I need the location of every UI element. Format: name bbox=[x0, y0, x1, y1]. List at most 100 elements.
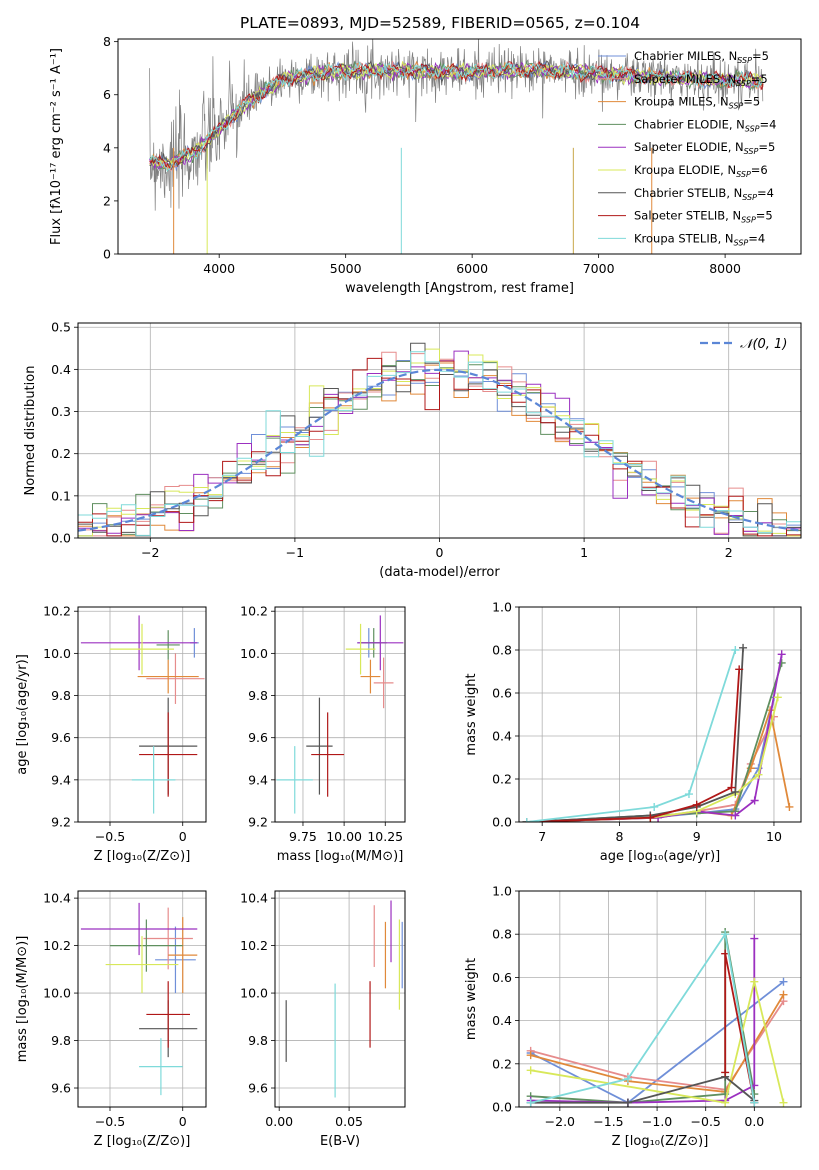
histogram-kroupa_elodie bbox=[78, 348, 801, 537]
x-tick-label: 1 bbox=[580, 545, 588, 560]
y-axis-label: mass [log₁₀(M/M⊙)] bbox=[15, 936, 30, 1063]
plot-area-age_vs_mass bbox=[276, 615, 404, 814]
weight-marker-kroupa_stelib bbox=[731, 646, 740, 654]
legend-label-kroupa_miles: Kroupa MILES, NSSP=5 bbox=[634, 95, 760, 111]
histogram-kroupa_stelib bbox=[78, 351, 801, 536]
y-tick-label: 9.6 bbox=[248, 1081, 268, 1096]
weight-line-chabrier_stelib bbox=[530, 1075, 755, 1104]
y-tick-label: 10.2 bbox=[240, 938, 268, 953]
y-tick-label: 10.2 bbox=[43, 604, 71, 619]
y-axis-label: mass weight bbox=[464, 958, 479, 1040]
x-tick-label: 9.75 bbox=[289, 829, 317, 844]
panel-weight_vs_Z: 0.0 0.2 0.4 0.6 0.8 1.0 −2.0 −1.5 −1.0 −0.5 0.0 Z [… bbox=[464, 884, 802, 1149]
x-tick-label: −0.5 bbox=[95, 829, 125, 844]
y-tick-label: 0.8 bbox=[492, 643, 512, 658]
weight-marker-kroupa_stelib bbox=[650, 802, 659, 811]
errorbar-kroupa_elodie bbox=[345, 623, 376, 675]
x-tick-label: −0.5 bbox=[95, 1114, 125, 1129]
weight-marker-salpeter_stelib bbox=[646, 813, 655, 822]
weight-marker-chabrier_stelib bbox=[731, 787, 740, 796]
y-axis-label: Normed distribution bbox=[23, 366, 38, 496]
weight-line-chabrier_stelib bbox=[526, 647, 744, 822]
weight-marker-salpeter_elodie bbox=[731, 811, 740, 820]
axes-frame bbox=[77, 322, 802, 539]
x-axis-label: mass [log₁₀(M/M⊙)] bbox=[277, 849, 404, 864]
weight-marker-kroupa_elodie bbox=[750, 977, 759, 986]
panel-age_vs_Z: 9.2 9.4 9.6 9.8 10.0 10.2 −0.5 0 Z [log₁₀(Z/Z⊙)]… bbox=[15, 604, 207, 864]
x-tick-label: 10.00 bbox=[326, 829, 362, 844]
errorbar-chabrier_elodie bbox=[156, 630, 180, 660]
weight-line-kroupa_stelib bbox=[526, 649, 737, 822]
y-tick-label: 9.8 bbox=[248, 1033, 268, 1048]
x-tick-label: 7000 bbox=[583, 261, 615, 276]
panel-residuals: 0.0 0.1 0.2 0.3 0.4 0.5 −2 −1 0 1 2 (data-model)/er… bbox=[23, 320, 802, 580]
y-tick-label: 0.5 bbox=[51, 320, 71, 335]
axes-frame bbox=[77, 890, 207, 1108]
errorbar-kroupa_stelib bbox=[131, 746, 176, 814]
weight-marker-salpeter_elodie bbox=[750, 934, 759, 943]
errorbar-kroupa_stelib bbox=[139, 1038, 183, 1096]
axes-frame bbox=[518, 606, 802, 823]
y-tick-label: 9.8 bbox=[248, 688, 268, 703]
x-tick-label: 0.05 bbox=[335, 1114, 363, 1129]
y-tick-label: 9.4 bbox=[248, 772, 268, 787]
x-axis-label: age [log₁₀(age/yr)] bbox=[600, 849, 721, 864]
y-tick-label: 10.4 bbox=[240, 891, 268, 906]
x-axis-label: Z [log₁₀(Z/Z⊙)] bbox=[94, 849, 191, 864]
weight-marker-kroupa_elodie bbox=[526, 1066, 535, 1075]
x-tick-label: 4000 bbox=[203, 261, 235, 276]
y-axis-label: mass weight bbox=[464, 673, 479, 755]
x-tick-label: 8 bbox=[615, 829, 623, 844]
weight-marker-kroupa_stelib bbox=[750, 1098, 759, 1107]
weight-marker-salpeter_elodie bbox=[750, 796, 759, 805]
x-tick-label: −2.0 bbox=[545, 1114, 575, 1129]
y-tick-label: 9.2 bbox=[248, 815, 268, 830]
legend-label-salpeter_stelib: Salpeter STELIB, NSSP=5 bbox=[634, 209, 773, 225]
x-tick-label: 0.0 bbox=[744, 1114, 764, 1129]
axes-frame bbox=[77, 606, 207, 823]
weight-marker-kroupa_stelib bbox=[623, 1074, 632, 1083]
y-tick-label: 10.4 bbox=[43, 891, 71, 906]
weight-marker-salpeter_stelib bbox=[735, 665, 744, 674]
y-tick-label: 6 bbox=[103, 87, 111, 102]
y-tick-label: 0.8 bbox=[492, 927, 512, 942]
errorbar-kroupa_miles bbox=[168, 917, 198, 994]
y-tick-label: 9.6 bbox=[51, 730, 71, 745]
weight-marker-kroupa_stelib bbox=[684, 790, 693, 799]
y-tick-label: 9.8 bbox=[51, 688, 71, 703]
errorbar-kroupa_miles bbox=[360, 659, 381, 694]
errorbar-salpeter_miles bbox=[373, 657, 394, 709]
y-tick-label: 10.0 bbox=[240, 646, 268, 661]
y-tick-label: 10.0 bbox=[43, 646, 71, 661]
x-tick-label: 0 bbox=[436, 545, 444, 560]
errorbar-kroupa_stelib bbox=[276, 746, 313, 814]
x-axis-label: wavelength [Angstrom, rest frame] bbox=[345, 281, 574, 296]
y-tick-label: 0.0 bbox=[51, 531, 71, 546]
normal-curve bbox=[78, 368, 801, 532]
x-tick-label: 9 bbox=[693, 829, 701, 844]
x-axis-label: Z [log₁₀(Z/Z⊙)] bbox=[612, 1134, 709, 1149]
errorbar-salpeter_elodie bbox=[80, 902, 198, 956]
weight-line-salpeter_stelib bbox=[526, 669, 741, 822]
weight-marker-chabrier_elodie bbox=[777, 658, 786, 667]
weight-marker-kroupa_elodie bbox=[754, 770, 763, 779]
y-tick-label: 0.0 bbox=[492, 1100, 512, 1115]
weight-line-kroupa_elodie bbox=[530, 981, 785, 1104]
figure-title: PLATE=0893, MJD=52589, FIBERID=0565, z=0… bbox=[240, 14, 640, 32]
errorbar-salpeter_miles bbox=[143, 907, 193, 970]
y-tick-label: 9.2 bbox=[51, 815, 71, 830]
weight-marker-salpeter_stelib bbox=[721, 1068, 730, 1077]
weight-line-chabrier_elodie bbox=[526, 662, 783, 822]
x-tick-label: −1 bbox=[286, 545, 304, 560]
axes-frame bbox=[274, 890, 406, 1108]
weight-marker-kroupa_elodie bbox=[779, 1098, 788, 1107]
axes-frame bbox=[117, 38, 802, 255]
x-tick-label: 5000 bbox=[330, 261, 362, 276]
legend-label-chabrier_elodie: Chabrier ELODIE, NSSP=4 bbox=[634, 117, 776, 133]
y-tick-label: 10.0 bbox=[43, 986, 71, 1001]
y-tick-label: 9.6 bbox=[248, 730, 268, 745]
weight-marker-salpeter_stelib bbox=[727, 783, 736, 792]
legend-label-chabrier_stelib: Chabrier STELIB, NSSP=4 bbox=[634, 186, 774, 202]
y-tick-label: 0.4 bbox=[51, 362, 71, 377]
